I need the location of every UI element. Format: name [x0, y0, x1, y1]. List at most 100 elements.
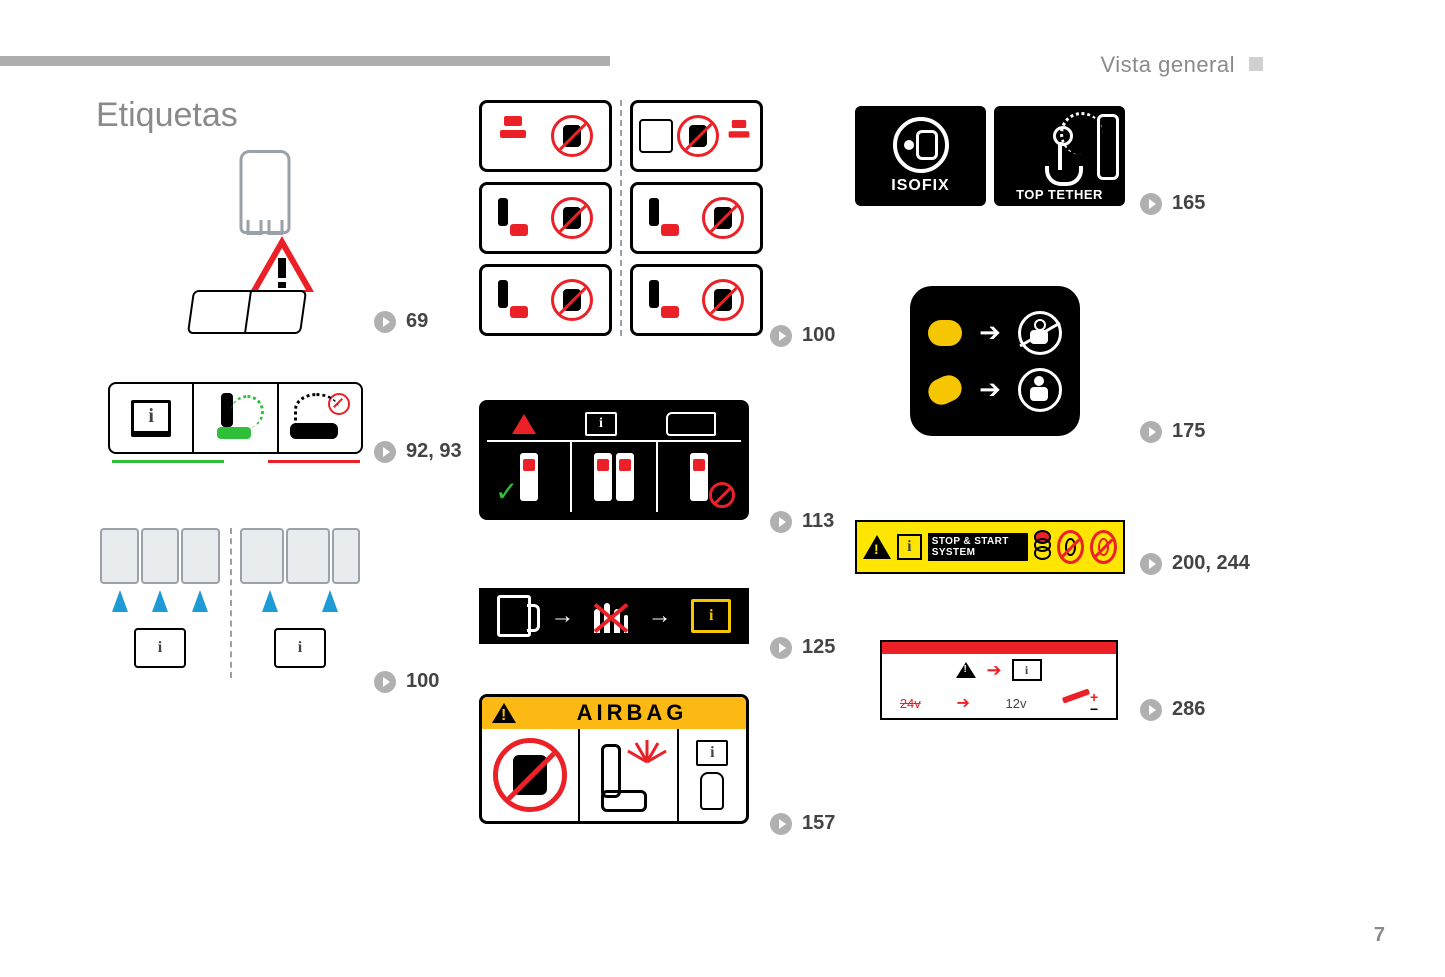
isofix-icon: [893, 117, 949, 173]
red-bar-icon: [882, 642, 1116, 654]
grid-cell: [479, 182, 612, 254]
red-bar-icon: [268, 460, 360, 463]
voltage-from: 24v: [900, 696, 921, 711]
prohibited-icon: [551, 115, 593, 157]
page-ref-175: 175: [1140, 420, 1205, 443]
open-manual-icon: [187, 290, 307, 334]
bench-variant-1: [100, 528, 220, 678]
page-number: 7: [1374, 924, 1385, 947]
voltage-to: 12v: [1006, 696, 1027, 711]
buckle-icon: [520, 453, 538, 501]
page-ref-value: 200, 244: [1172, 552, 1250, 575]
label-battery-voltage: ➔ i 24v ➔ 12v +−: [880, 640, 1118, 720]
manual-info-icon: [274, 628, 326, 668]
arrow-right-icon: ➔: [956, 693, 969, 713]
prohibited-icon: [1057, 530, 1084, 564]
handle-yellow-icon: [928, 320, 962, 346]
page-ref-165: 165: [1140, 192, 1205, 215]
isofix-text: ISOFIX: [891, 177, 949, 195]
seat-icon: [498, 280, 528, 320]
seat-fold-cell: [279, 384, 361, 452]
warning-triangle-icon: [863, 535, 891, 559]
anchor-icon: [1035, 126, 1085, 186]
top-grey-bar: [0, 56, 610, 66]
isofix-badge: ISOFIX: [855, 106, 986, 206]
headrest-icon: [727, 120, 751, 152]
page-ref-value: 69: [406, 310, 428, 333]
grid-col-right: [630, 100, 763, 336]
label-vehicle-warning: [180, 150, 350, 330]
belt-header: i: [487, 408, 741, 442]
manual-info-icon: i: [1012, 659, 1042, 681]
page-ref-286: 286: [1140, 698, 1205, 721]
grid-col-left: [479, 100, 612, 336]
airbag-info-cell: i: [679, 729, 746, 821]
page-ref-125: 125: [770, 636, 835, 659]
page-ref-value: 113: [802, 510, 834, 533]
dashed-divider-icon: [620, 100, 622, 336]
label-child-seat-grid: [479, 100, 763, 336]
header-square-icon: [1249, 57, 1263, 71]
page-ref-100b: 100: [770, 324, 835, 347]
goto-page-icon: [1140, 699, 1162, 721]
grid-cell: [479, 264, 612, 336]
arrow-right-icon: ➔: [979, 374, 1001, 405]
hand-point-icon: [700, 772, 724, 810]
airbag-prohibit-cell: [482, 729, 580, 821]
buckle-mid-cell: [572, 442, 657, 512]
buckle-icon: [690, 453, 708, 501]
lock-row-unlocked: ➔: [928, 368, 1062, 412]
section-header: Vista general: [1100, 52, 1235, 78]
page-ref-157: 157: [770, 812, 835, 835]
goto-page-icon: [1140, 193, 1162, 215]
coil-icon: [1034, 530, 1052, 564]
airbag-title: AIRBAG: [528, 700, 736, 726]
prohibited-icon: [551, 279, 593, 321]
prohibited-icon: [677, 115, 719, 157]
label-fuel-warning: → → i: [479, 588, 749, 644]
airbag-deploy-icon: [593, 738, 663, 812]
top-tether-badge: TOP TETHER: [994, 106, 1125, 206]
page-ref-69: 69: [374, 310, 428, 333]
label-child-lock: ➔ ➔: [910, 286, 1080, 436]
label-seat-fold: [108, 382, 363, 454]
prohibited-icon: [1090, 530, 1117, 564]
dashed-divider-icon: [230, 528, 232, 678]
fuel-pump-icon: [497, 595, 531, 637]
page-ref-200-244: 200, 244: [1140, 552, 1250, 575]
warning-triangle-icon: [250, 236, 314, 292]
page-ref-113: 113: [770, 510, 834, 533]
label-seatbelt-buckle: i ✓: [479, 400, 749, 520]
seat-folded-icon: [290, 393, 350, 443]
grid-cell: [630, 100, 763, 172]
check-icon: ✓: [495, 475, 518, 508]
goto-page-icon: [374, 671, 396, 693]
prohibited-icon: [493, 738, 567, 812]
manual-info-icon: i: [585, 412, 617, 436]
buckle-icon: [594, 453, 612, 501]
warning-triangle-icon: [512, 414, 536, 434]
page-ref-value: 157: [802, 812, 835, 835]
prohibited-icon: [702, 197, 744, 239]
goto-page-icon: [770, 511, 792, 533]
airbag-seat-cell: [580, 729, 678, 821]
lock-row-locked: ➔: [928, 311, 1062, 355]
van-side-icon: [666, 412, 716, 436]
airbag-header: AIRBAG: [482, 697, 746, 729]
buckle-ok-cell: ✓: [487, 442, 572, 512]
manual-info-icon: i: [691, 599, 731, 633]
label-isofix-tether: ISOFIX TOP TETHER: [855, 106, 1125, 206]
seat-icon: [649, 280, 679, 320]
goto-page-icon: [770, 325, 792, 347]
buckle-icon: [616, 453, 634, 501]
person-blocked-icon: [1018, 311, 1062, 355]
airbag-body: i: [482, 729, 746, 821]
arrow-right-icon: →: [550, 602, 574, 630]
jumper-clamp-icon: +−: [1062, 693, 1098, 713]
label-airbag-warning: AIRBAG i: [479, 694, 749, 824]
manual-info-icon: i: [897, 534, 922, 560]
green-bar-icon: [112, 460, 224, 463]
prohibited-icon: [709, 482, 735, 508]
seat-up-cell: [194, 384, 278, 452]
page-ref-value: 125: [802, 636, 835, 659]
